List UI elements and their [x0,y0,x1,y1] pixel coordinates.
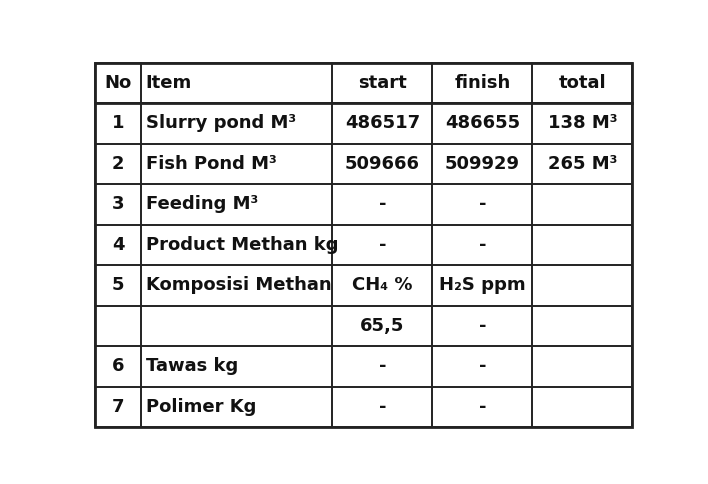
Text: 5: 5 [112,276,125,294]
Bar [433,103,532,144]
Text: Slurry pond M³: Slurry pond M³ [146,114,296,132]
Text: 1: 1 [112,114,125,132]
Text: 138 M³: 138 M³ [548,114,617,132]
Bar [532,144,632,184]
Text: -: - [479,398,486,416]
Text: Tawas kg: Tawas kg [146,357,238,375]
Text: -: - [379,398,386,416]
Text: H₂S ppm: H₂S ppm [439,276,526,294]
Bar [433,387,532,427]
Bar [95,305,142,346]
Bar [95,387,142,427]
Text: -: - [479,317,486,335]
Text: 265 M³: 265 M³ [548,155,617,173]
Bar [95,144,142,184]
Bar [95,184,142,225]
Text: -: - [379,236,386,254]
Bar [332,346,433,387]
Text: -: - [379,357,386,375]
Bar [433,305,532,346]
Bar [142,144,332,184]
Bar [95,62,142,103]
Text: Product Methan kg: Product Methan kg [146,236,338,254]
Text: Item: Item [146,74,192,92]
Bar [532,387,632,427]
Text: 65,5: 65,5 [360,317,404,335]
Bar [95,225,142,265]
Text: 486655: 486655 [445,114,520,132]
Bar [532,305,632,346]
Bar [142,184,332,225]
Bar [95,103,142,144]
Text: 509929: 509929 [445,155,520,173]
Text: finish: finish [455,74,510,92]
Bar [532,265,632,305]
Bar [332,387,433,427]
Bar [532,346,632,387]
Bar [142,265,332,305]
Bar [532,184,632,225]
Bar [433,265,532,305]
Text: Fish Pond M³: Fish Pond M³ [146,155,277,173]
Bar [532,225,632,265]
Bar [433,225,532,265]
Text: 6: 6 [112,357,125,375]
Bar [332,305,433,346]
Bar [532,62,632,103]
Text: No: No [105,74,132,92]
Text: 4: 4 [112,236,125,254]
Bar [332,62,433,103]
Bar [142,387,332,427]
Bar [433,62,532,103]
Text: -: - [479,357,486,375]
Text: Komposisi Methan: Komposisi Methan [146,276,331,294]
Bar [142,225,332,265]
Bar [433,144,532,184]
Text: 486517: 486517 [345,114,420,132]
Text: -: - [479,236,486,254]
Text: start: start [358,74,407,92]
Bar [433,346,532,387]
Text: -: - [379,196,386,213]
Bar [95,265,142,305]
Bar [332,144,433,184]
Bar [332,265,433,305]
Text: Polimer Kg: Polimer Kg [146,398,256,416]
Text: 2: 2 [112,155,125,173]
Text: CH₄ %: CH₄ % [352,276,413,294]
Text: -: - [479,196,486,213]
Bar [142,305,332,346]
Text: 7: 7 [112,398,125,416]
Bar [142,62,332,103]
Text: Feeding M³: Feeding M³ [146,196,258,213]
Bar [95,346,142,387]
Bar [532,103,632,144]
Text: total: total [559,74,606,92]
Bar [332,184,433,225]
Bar [332,225,433,265]
Text: 509666: 509666 [345,155,420,173]
Bar [142,103,332,144]
Text: 3: 3 [112,196,125,213]
Bar [332,103,433,144]
Bar [142,346,332,387]
Bar [433,184,532,225]
